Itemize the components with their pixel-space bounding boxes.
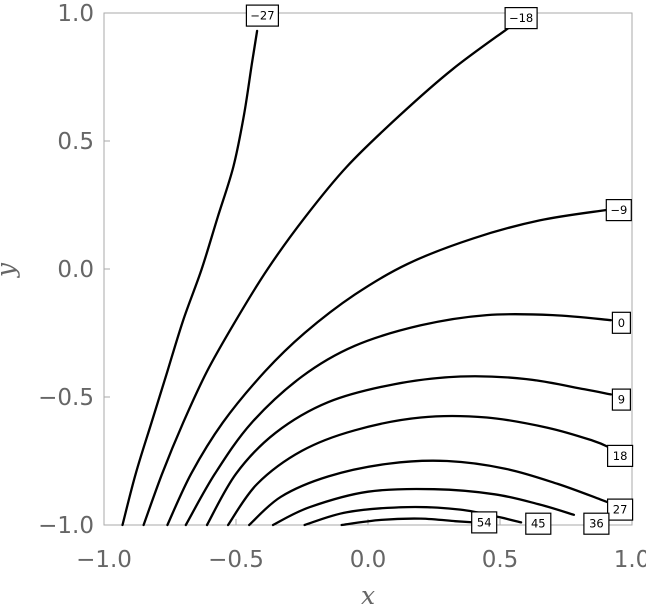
contour-label: 27 <box>606 498 634 521</box>
contour-line <box>303 505 523 527</box>
contour-line <box>184 312 613 527</box>
contour-label-text: 45 <box>531 517 546 531</box>
contour-label: 45 <box>525 512 552 535</box>
contour-label-box <box>611 311 632 334</box>
contour-line <box>248 459 615 527</box>
contour-label: −18 <box>504 6 538 30</box>
contour-label-text: 18 <box>613 449 628 463</box>
contour-line <box>226 414 613 527</box>
contour-line <box>121 29 259 527</box>
contour-label-text: 54 <box>477 515 492 529</box>
x-tick-label: −1.0 <box>76 547 132 573</box>
axis-ticks: −1.0 −0.5 0.0 0.5 1.0 −1.0 −0.5 0.0 0.5 1.0 <box>38 1 646 573</box>
contour-label: −9 <box>605 199 632 222</box>
contour-line <box>205 375 613 527</box>
contour-label-box <box>583 512 610 535</box>
y-tick-label: −1.0 <box>38 513 94 539</box>
contour-label: 36 <box>583 512 610 535</box>
plot-frame <box>103 12 633 526</box>
contour-label-text: 36 <box>589 517 604 531</box>
contour-label: 18 <box>606 444 634 467</box>
contour-label-box <box>525 512 552 535</box>
contour-line <box>340 517 475 527</box>
contour-line <box>142 27 510 527</box>
contour-label-text: −9 <box>610 203 627 217</box>
x-tick-label: 0.5 <box>482 547 519 573</box>
contour-label-box <box>611 388 632 411</box>
contour-label-box <box>245 4 279 27</box>
contour-labels: −27 −18 −9 0 9 18 27 36 45 54 <box>245 4 634 535</box>
contour-label-text: −27 <box>250 9 274 23</box>
contour-label-text: 0 <box>618 316 625 330</box>
contour-label-box <box>471 511 498 534</box>
contour-label-box <box>504 6 538 30</box>
contour-label: 0 <box>611 311 632 334</box>
contour-line <box>166 208 607 527</box>
y-tick-label: 0.0 <box>57 257 94 283</box>
y-tick-label: −0.5 <box>38 385 94 411</box>
contour-lines <box>121 27 615 527</box>
contour-label-text: 27 <box>613 503 628 517</box>
x-tick-label: −0.5 <box>208 547 264 573</box>
y-tick-label: 0.5 <box>57 129 94 155</box>
contour-line <box>271 487 576 527</box>
contour-label: −27 <box>245 4 279 27</box>
contour-label-text: 9 <box>618 393 625 407</box>
contour-label-box <box>605 199 632 222</box>
x-tick-label: 1.0 <box>614 547 646 573</box>
x-tick-label: 0.0 <box>350 547 387 573</box>
contour-label-text: −18 <box>509 11 533 25</box>
contour-label: 54 <box>471 511 498 534</box>
contour-label-box <box>606 444 634 467</box>
y-tick-label: 1.0 <box>57 1 94 27</box>
x-axis-title: x <box>361 581 375 610</box>
contour-label: 9 <box>611 388 632 411</box>
contour-label-box <box>606 498 634 521</box>
y-axis-title: y <box>0 262 20 278</box>
